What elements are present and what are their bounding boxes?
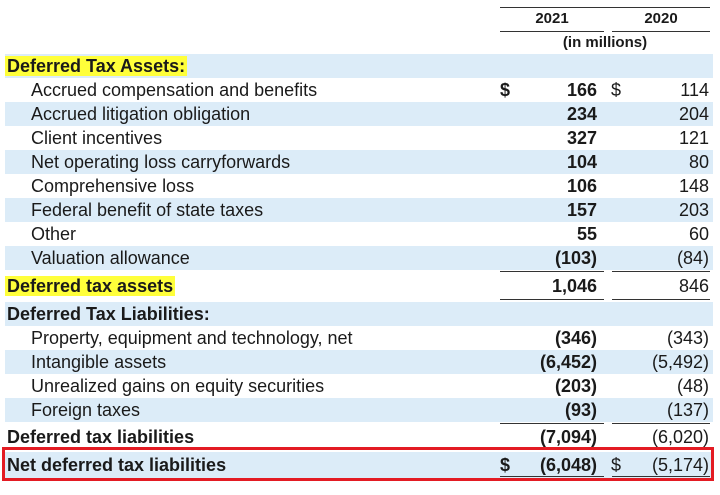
value-2020: 203	[678, 200, 709, 220]
dollar-sign-2021: $	[500, 455, 511, 475]
net-rule-2020	[612, 476, 710, 477]
liabilities-heading: Deferred Tax Liabilities:	[7, 304, 210, 324]
net-total-row: Net deferred tax liabilities $ (6,048) $…	[5, 452, 713, 478]
table-row: Other 55 60	[5, 222, 713, 246]
value-2021: 234	[566, 104, 597, 124]
dollar-sign-2020: $	[611, 80, 622, 100]
dollar-sign-2021: $	[500, 80, 511, 100]
row-label: Comprehensive loss	[31, 176, 195, 196]
table-row: Comprehensive loss 106 148	[5, 174, 713, 198]
row-label: Foreign taxes	[31, 400, 141, 420]
value-2021: 106	[566, 176, 597, 196]
value-2021: 104	[566, 152, 597, 172]
value-2021: (6,048)	[539, 455, 597, 475]
assets-heading-row: Deferred Tax Assets:	[5, 54, 713, 78]
table-row: Accrued litigation obligation 234 204	[5, 102, 713, 126]
column-header-2020-rule	[612, 31, 710, 32]
value-2020: 204	[678, 104, 709, 124]
value-2021: 166	[566, 80, 597, 100]
value-2021: (203)	[554, 376, 597, 396]
net-rule-2021	[500, 476, 604, 477]
table-row: Valuation allowance (103) (84)	[5, 246, 713, 270]
value-2021: 327	[566, 128, 597, 148]
row-label: Client incentives	[31, 128, 163, 148]
value-2021: (346)	[554, 328, 597, 348]
column-header-2020: 2020	[644, 10, 678, 27]
table-row: Client incentives 327 121	[5, 126, 713, 150]
row-label: Net operating loss carryforwards	[31, 152, 291, 172]
total-rule-2021	[500, 299, 604, 300]
table-row: Intangible assets (6,452) (5,492)	[5, 350, 713, 374]
table-row: Accrued compensation and benefits $ 166 …	[5, 78, 713, 102]
assets-total-row: Deferred tax assets 1,046 846	[5, 274, 713, 298]
value-2020: 114	[680, 80, 709, 100]
liabilities-total-label: Deferred tax liabilities	[7, 427, 195, 447]
value-2020: (5,492)	[651, 352, 709, 372]
value-2020: (6,020)	[651, 427, 709, 447]
row-label: Intangible assets	[31, 352, 167, 372]
value-2021: (6,452)	[539, 352, 597, 372]
value-2021: (7,094)	[539, 427, 597, 447]
row-label: Unrealized gains on equity securities	[31, 376, 325, 396]
row-label: Valuation allowance	[31, 248, 190, 268]
value-2020: 148	[678, 176, 709, 196]
value-2020: 80	[688, 152, 709, 172]
row-label: Property, equipment and technology, net	[31, 328, 353, 348]
column-header-2021: 2021	[535, 10, 569, 27]
value-2021: (93)	[564, 400, 597, 420]
value-2020: (137)	[666, 400, 709, 420]
liabilities-total-row: Deferred tax liabilities (7,094) (6,020)	[5, 425, 713, 449]
value-2021: (103)	[554, 248, 597, 268]
value-2020: 60	[688, 224, 709, 244]
subtotal-rule-2020	[612, 271, 710, 272]
assets-total-label: Deferred tax assets	[5, 276, 176, 296]
highlight-box	[2, 447, 714, 481]
column-header-2021-rule	[500, 31, 604, 32]
value-2020: 846	[678, 276, 709, 296]
table-row: Unrealized gains on equity securities (2…	[5, 374, 713, 398]
value-2021: 55	[576, 224, 597, 244]
value-2021: 157	[566, 200, 597, 220]
value-2021: 1,046	[551, 276, 597, 296]
net-total-label: Net deferred tax liabilities	[7, 455, 227, 475]
value-2020: (5,174)	[651, 455, 709, 475]
row-label: Other	[31, 224, 77, 244]
subtotal-rule-2021	[500, 423, 604, 424]
total-rule-2020	[612, 299, 710, 300]
header-top-rule	[500, 7, 710, 8]
value-2020: (48)	[676, 376, 709, 396]
row-label: Accrued compensation and benefits	[31, 80, 318, 100]
table-row: Net operating loss carryforwards 104 80	[5, 150, 713, 174]
table-row: Foreign taxes (93) (137)	[5, 398, 713, 422]
table-row: Federal benefit of state taxes 157 203	[5, 198, 713, 222]
assets-heading: Deferred Tax Assets:	[5, 56, 188, 76]
units-caption: (in millions)	[562, 34, 648, 51]
value-2020: 121	[678, 128, 709, 148]
dollar-sign-2020: $	[611, 455, 622, 475]
row-label: Accrued litigation obligation	[31, 104, 251, 124]
subtotal-rule-2020	[612, 423, 710, 424]
value-2020: (84)	[676, 248, 709, 268]
subtotal-rule-2021	[500, 271, 604, 272]
row-label: Federal benefit of state taxes	[31, 200, 264, 220]
table-row: Property, equipment and technology, net …	[5, 326, 713, 350]
value-2020: (343)	[666, 328, 709, 348]
liabilities-heading-row: Deferred Tax Liabilities:	[5, 302, 713, 326]
